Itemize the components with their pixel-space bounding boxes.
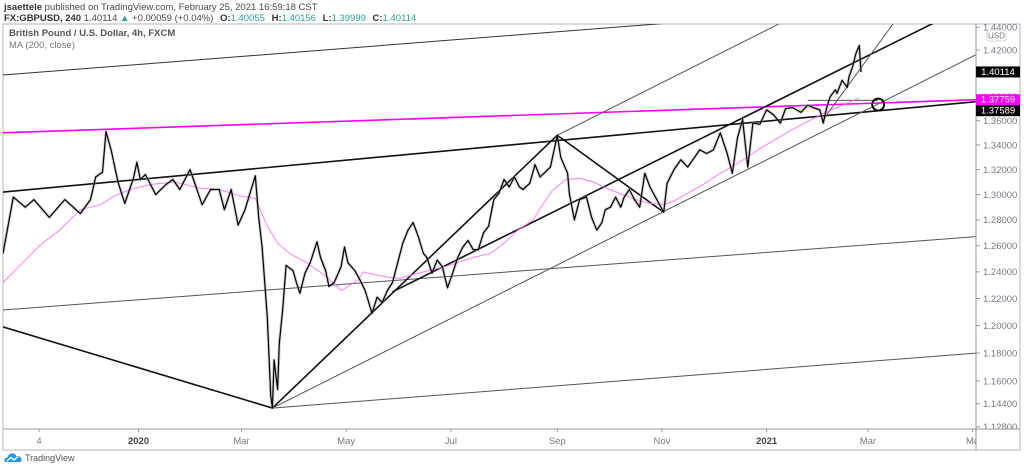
up-arrow-icon: ▲ bbox=[120, 13, 130, 24]
plot-area[interactable] bbox=[3, 0, 976, 410]
publish-info-line: jsaettele published on TradingView.com, … bbox=[4, 2, 318, 13]
price-tick-label: 1.36000 bbox=[983, 116, 1017, 127]
price-tick-label: 1.22000 bbox=[983, 294, 1017, 305]
price-tick-label: 1.18000 bbox=[983, 348, 1017, 359]
close-value: 1.40114 bbox=[382, 13, 417, 24]
low-label: L: bbox=[322, 13, 332, 24]
footer-branding[interactable]: TradingView bbox=[4, 452, 75, 463]
magenta-line-price-label-box bbox=[976, 94, 1020, 106]
march-to-september-trendline[interactable] bbox=[271, 134, 558, 409]
last-price-label: 1.40114 bbox=[976, 66, 1020, 78]
high-label: H: bbox=[271, 13, 282, 24]
chart-title[interactable]: British Pound / U.S. Dollar, 4h, FXCM bbox=[9, 28, 176, 39]
price-tick-label: 1.30000 bbox=[983, 190, 1017, 201]
price-tick-label: 1.16000 bbox=[983, 376, 1017, 387]
time-tick-label: Mar bbox=[233, 436, 249, 447]
steep-support-trendline[interactable] bbox=[822, 23, 894, 120]
channel-lower-trendline[interactable] bbox=[272, 54, 976, 409]
resistance-line-price-label-box bbox=[976, 105, 1020, 117]
price-change: +0.00059 (+0.04%) bbox=[132, 13, 214, 24]
publisher-name[interactable]: jsaettele bbox=[4, 2, 43, 13]
last-price-label-text: 1.40114 bbox=[981, 67, 1015, 78]
price-tick-label: 1.20000 bbox=[983, 321, 1017, 332]
time-tick-label: 2020 bbox=[128, 436, 149, 447]
time-tick-label: Ma bbox=[966, 436, 980, 447]
resistance-trendline[interactable] bbox=[3, 100, 976, 193]
magenta-line-price-label: 1.37759 bbox=[976, 94, 1020, 106]
target-circle-marker[interactable] bbox=[871, 97, 886, 112]
time-tick-label: Sep bbox=[549, 436, 566, 447]
chart-legend: British Pound / U.S. Dollar, 4h, FXCM MA… bbox=[9, 28, 175, 52]
currency-label: USD bbox=[988, 32, 1005, 41]
magenta-line-price-label-text: 1.37759 bbox=[981, 95, 1015, 106]
indicator-label[interactable]: MA (200, close) bbox=[9, 40, 75, 51]
september-to-november-trendline[interactable] bbox=[556, 134, 665, 213]
price-tick-label: 1.12800 bbox=[983, 422, 1017, 433]
time-tick-label: May bbox=[337, 436, 355, 447]
time-tick-label: Nov bbox=[654, 436, 671, 447]
tradingview-brand: TradingView bbox=[25, 452, 75, 463]
open-value: 1.40055 bbox=[230, 13, 265, 24]
high-value: 1.40156 bbox=[281, 13, 316, 24]
chart-frame bbox=[2, 23, 1021, 451]
open-label: O: bbox=[220, 13, 231, 24]
currency-badge[interactable]: USD bbox=[986, 29, 1007, 42]
last-price-label-box bbox=[976, 66, 1020, 78]
time-axis[interactable]: 4 2020 Mar May Jul Sep Nov 2021 Mar Ma bbox=[36, 429, 979, 447]
price-tick-label: 1.32000 bbox=[983, 165, 1017, 176]
symbol-quote-line: FX:GBPUSD, 240 1.40114 ▲ +0.00059 (+0.04… bbox=[4, 13, 416, 24]
time-tick-label: Jul bbox=[445, 436, 457, 447]
decline-trendline[interactable] bbox=[3, 326, 273, 409]
price-tick-label: 1.26000 bbox=[983, 241, 1017, 252]
price-line bbox=[3, 44, 862, 409]
last-price: 1.40114 bbox=[83, 13, 118, 24]
channel-upper-trendline[interactable] bbox=[392, 2, 976, 293]
price-tick-label: 1.44000 bbox=[983, 22, 1017, 33]
price-tick-label: 1.34000 bbox=[983, 140, 1017, 151]
currency-badge-box bbox=[986, 29, 1007, 42]
lower-thin-trendline[interactable] bbox=[3, 236, 976, 311]
resistance-line-price-label: 1.37589 bbox=[976, 105, 1020, 117]
price-tick-label: 1.28000 bbox=[983, 215, 1017, 226]
time-tick-label: 4 bbox=[36, 436, 41, 447]
time-tick-label: 2021 bbox=[756, 436, 778, 447]
close-label: C: bbox=[372, 13, 383, 24]
base-thin-trendline[interactable] bbox=[272, 352, 976, 409]
resistance-line-price-label-text: 1.37589 bbox=[981, 106, 1015, 117]
channel-parallel-trendline[interactable] bbox=[557, 24, 779, 136]
magenta-trendline[interactable] bbox=[3, 98, 976, 134]
price-tick-label: 1.24000 bbox=[983, 267, 1017, 278]
price-tick-label: 1.42000 bbox=[983, 45, 1017, 56]
publish-details: published on TradingView.com, February 2… bbox=[44, 2, 318, 13]
upper-thin-trendline[interactable] bbox=[3, 0, 976, 76]
price-tick-label: 1.14400 bbox=[983, 399, 1017, 410]
tradingview-cloud-icon bbox=[4, 453, 22, 462]
time-tick-label: Mar bbox=[860, 436, 876, 447]
symbol-label: FX:GBPUSD, 240 bbox=[4, 13, 82, 24]
low-value: 1.39999 bbox=[331, 13, 366, 24]
